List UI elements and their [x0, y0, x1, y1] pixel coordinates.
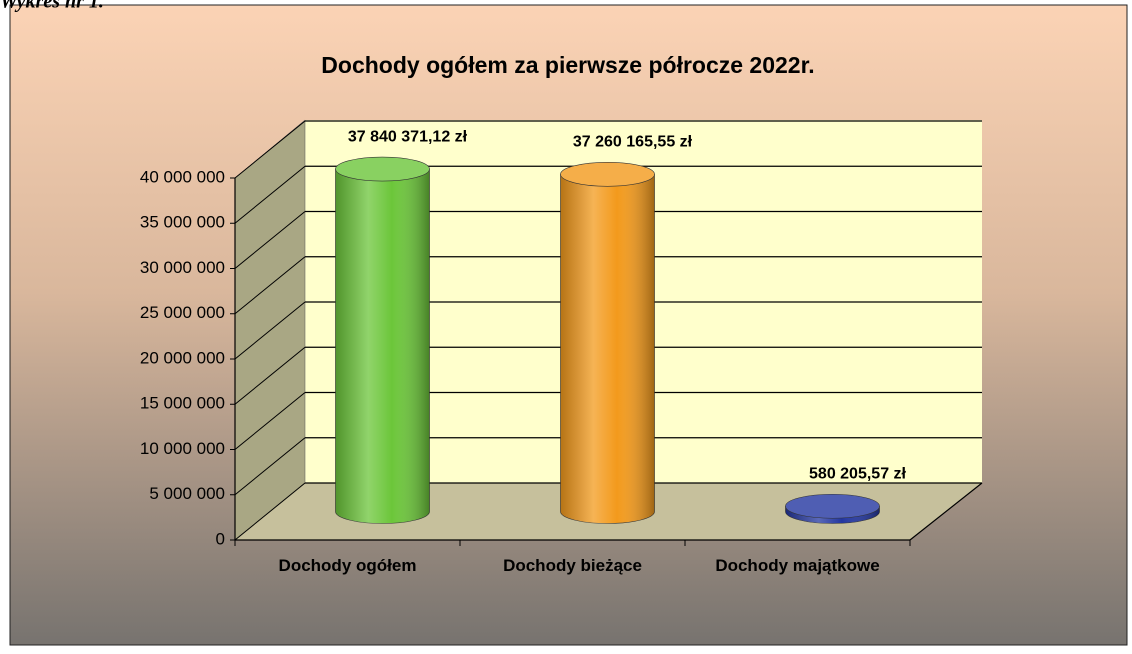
value-label: 580 205,57 zł: [809, 465, 907, 482]
cylinder-top: [335, 156, 430, 182]
grid-line-side: [234, 482, 306, 541]
cylinder-shade: [335, 169, 430, 524]
cylinder-top: [560, 161, 655, 187]
value-label: 37 840 371,12 zł: [348, 128, 468, 145]
cylinder-shade: [560, 174, 655, 524]
grid-line-side: [234, 211, 306, 269]
grid-line-side: [234, 392, 306, 450]
y-tick-label: 0: [216, 529, 225, 548]
cylinder-top: [785, 493, 880, 519]
y-tick-label: 25 000 000: [140, 303, 225, 322]
grid-line-side: [234, 346, 306, 405]
marks: [335, 156, 880, 524]
grid-line-side: [234, 301, 306, 360]
grid-line-side: [234, 256, 306, 315]
y-tick-label: 35 000 000: [140, 213, 225, 232]
y-tick-label: 5 000 000: [149, 484, 225, 503]
y-tick-label: 30 000 000: [140, 258, 225, 277]
caption: Wykres nr 1.: [0, 0, 104, 13]
y-tick-label: 40 000 000: [140, 167, 225, 186]
y-tick-label: 15 000 000: [140, 394, 225, 413]
grid-line-side: [234, 120, 306, 179]
floor-edge: [909, 482, 983, 541]
x-tick-label: Dochody ogółem: [278, 556, 417, 575]
x-tick-label: Dochody bieżące: [503, 556, 642, 575]
chart-title: Dochody ogółem za pierwsze półrocze 2022…: [321, 52, 814, 78]
grid-line-side: [234, 437, 306, 496]
y-tick-label: 20 000 000: [140, 348, 225, 367]
y-tick-label: 10 000 000: [140, 439, 225, 458]
x-tick-label: Dochody majątkowe: [715, 556, 880, 575]
value-label: 37 260 165,55 zł: [573, 134, 693, 151]
grid-line-side: [234, 165, 306, 224]
